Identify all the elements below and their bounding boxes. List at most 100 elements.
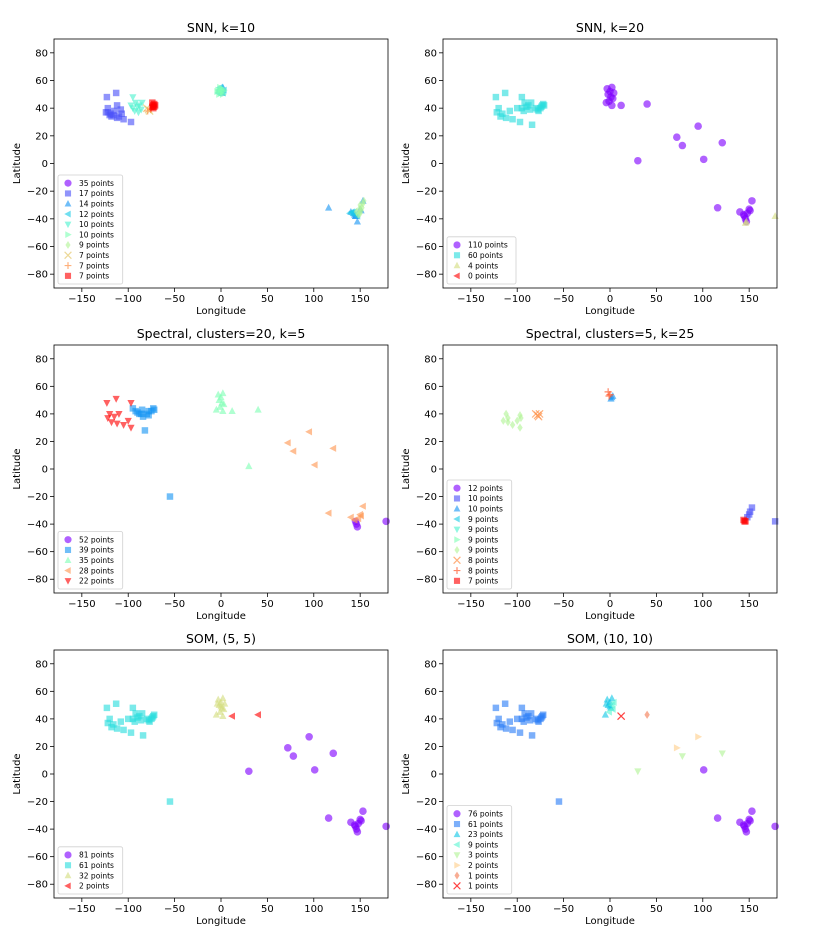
legend-marker [64, 536, 71, 543]
data-point-series-5 [113, 421, 120, 428]
data-point-series-2 [131, 718, 137, 724]
y-tick-label: 80 [424, 659, 437, 670]
plot-title: SNN, k=10 [187, 20, 255, 35]
x-axis-label: Longitude [585, 306, 635, 317]
data-point-series-2 [540, 712, 546, 718]
figure-canvas: SNN, k=10−150−100−50050100150−80−60−40−2… [0, 0, 819, 934]
y-tick-label: −60 [416, 547, 437, 558]
legend-entry-label: 110 points [468, 241, 508, 250]
legend: 12 points10 points10 points9 points9 poi… [447, 480, 512, 589]
data-point-series-2 [493, 94, 499, 100]
legend-entry-label: 7 points [468, 577, 498, 586]
data-point-series-1 [673, 133, 681, 141]
y-tick-label: 0 [42, 159, 48, 170]
data-point-series-1 [700, 156, 708, 164]
y-tick-label: −80 [27, 575, 48, 586]
data-point-series-1 [694, 122, 702, 130]
y-tick-label: −40 [27, 825, 48, 836]
data-point-series-5 [120, 422, 127, 429]
x-tick-label: 100 [304, 294, 323, 305]
data-point-series-1 [347, 818, 355, 826]
plot-title: SNN, k=20 [576, 20, 644, 35]
data-point-series-2 [145, 408, 151, 414]
data-point-series-2 [517, 119, 523, 125]
y-tick-label: 20 [424, 131, 437, 142]
legend-entry-label: 1 points [468, 871, 498, 880]
y-tick-label: 60 [424, 382, 437, 393]
data-point-series-2 [520, 718, 526, 724]
data-point-series-1 [329, 750, 337, 758]
legend-entry-label: 1 points [468, 882, 498, 891]
y-tick-label: 0 [42, 465, 48, 476]
data-point-series-1 [643, 100, 651, 108]
data-point-series-2 [541, 102, 547, 108]
data-point-series-1 [714, 204, 722, 212]
data-point-series-4 [305, 428, 312, 435]
data-point-series-2 [519, 94, 525, 100]
plot-area [493, 694, 779, 835]
x-tick-label: −50 [553, 294, 574, 305]
x-tick-label: 50 [650, 294, 663, 305]
x-tick-label: 0 [607, 904, 613, 915]
data-point-series-5 [103, 400, 110, 407]
x-tick-label: 150 [351, 599, 370, 610]
y-tick-label: 40 [424, 714, 437, 725]
data-point-series-3 [772, 212, 779, 219]
legend-entry-label: 61 points [79, 861, 114, 870]
plot-title: SOM, (10, 10) [567, 631, 653, 646]
data-point-series-1 [359, 807, 367, 815]
legend-entry-label: 7 points [79, 272, 109, 281]
y-tick-label: 60 [424, 687, 437, 698]
data-point-series-2 [110, 721, 116, 727]
x-tick-label: −150 [457, 904, 484, 915]
x-tick-label: −150 [457, 294, 484, 305]
data-point-series-1 [771, 823, 779, 831]
x-tick-label: 50 [650, 599, 663, 610]
y-tick-label: 80 [424, 48, 437, 59]
data-point-series-2 [493, 705, 499, 711]
data-point-series-1 [742, 825, 750, 833]
x-axis-label: Longitude [585, 916, 635, 927]
data-point-series-5 [127, 425, 134, 432]
data-point-series-2 [517, 729, 523, 735]
y-tick-label: −40 [416, 520, 437, 531]
plot-title: Spectral, clusters=20, k=5 [137, 326, 306, 341]
plot-title: Spectral, clusters=5, k=25 [526, 326, 695, 341]
y-tick-label: 60 [35, 76, 48, 87]
y-tick-label: 40 [424, 104, 437, 115]
data-point-series-1 [748, 807, 756, 815]
data-point-series-2 [499, 110, 505, 116]
legend-marker [453, 485, 460, 492]
y-tick-label: 40 [35, 409, 48, 420]
plot-area [103, 389, 390, 530]
data-point-series-2 [106, 716, 112, 722]
y-tick-label: −60 [27, 242, 48, 253]
legend-entry-label: 17 points [79, 189, 114, 198]
legend-entry-label: 12 points [468, 484, 503, 493]
y-tick-label: 20 [35, 742, 48, 753]
data-point-series-4 [284, 439, 291, 446]
data-point-series-1 [353, 825, 361, 833]
legend-marker [454, 495, 460, 501]
y-tick-label: 0 [431, 465, 437, 476]
y-tick-label: 40 [35, 104, 48, 115]
data-point-series-2 [120, 727, 126, 733]
legend: 35 points17 points14 points12 points10 p… [58, 175, 123, 284]
x-tick-label: −50 [553, 904, 574, 915]
x-tick-label: 150 [351, 904, 370, 915]
legend-marker [64, 180, 71, 187]
x-tick-label: −50 [164, 599, 185, 610]
y-tick-label: −60 [27, 852, 48, 863]
data-point-series-2 [495, 716, 501, 722]
x-tick-label: 150 [740, 599, 759, 610]
data-point-series-4 [347, 514, 354, 521]
y-tick-label: 80 [35, 48, 48, 59]
x-tick-label: −100 [114, 599, 141, 610]
legend: 52 points39 points35 points28 points22 p… [58, 532, 123, 590]
y-axis-label: Latitude [401, 143, 412, 184]
legend-entry-label: 10 points [468, 504, 503, 513]
data-point-series-5 [108, 419, 115, 426]
data-point-series-2 [128, 119, 134, 125]
data-point-series-1 [714, 814, 722, 822]
data-point-series-1 [748, 197, 756, 205]
